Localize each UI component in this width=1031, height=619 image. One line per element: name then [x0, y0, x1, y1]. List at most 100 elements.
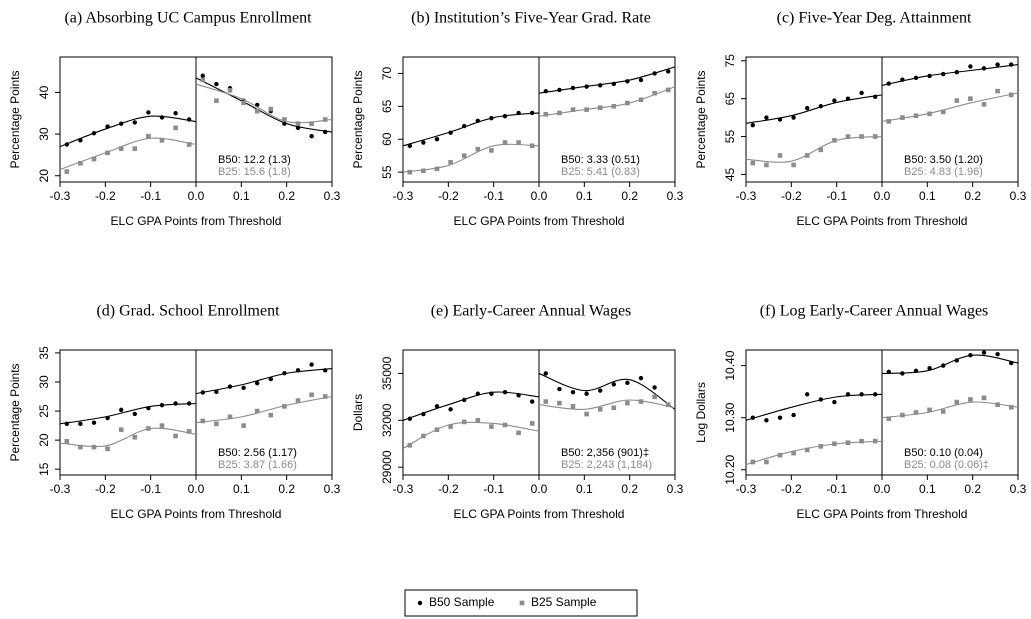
data-point	[214, 98, 219, 104]
y-tick-label: 10.20	[723, 454, 737, 484]
data-point	[764, 459, 769, 465]
data-point	[750, 415, 755, 420]
data-point	[597, 105, 603, 110]
x-tick-label: 0.1	[576, 482, 593, 496]
data-point	[241, 385, 246, 390]
data-point	[927, 111, 932, 117]
data-point	[927, 407, 932, 413]
y-axis-label: Log Dollars	[694, 382, 708, 443]
y-tick-label: 15	[37, 462, 51, 476]
panel-title: (f) Log Early-Career Annual Wages	[760, 303, 989, 320]
data-point	[323, 129, 328, 135]
data-point	[940, 109, 946, 115]
data-point	[516, 140, 521, 145]
data-point	[954, 69, 959, 75]
x-tick-label: 0.1	[919, 482, 936, 496]
data-point	[666, 69, 671, 74]
data-point	[309, 362, 314, 367]
data-point	[818, 397, 823, 402]
legend-label: B50 Sample	[429, 595, 495, 609]
data-point	[407, 443, 413, 448]
legend-marker	[519, 600, 525, 606]
data-point	[159, 138, 165, 143]
annotation: B25: 2,243 (1,184)	[561, 459, 652, 471]
data-point	[777, 153, 783, 158]
fit-curve	[538, 399, 676, 410]
x-tick-label: 0.0	[874, 482, 891, 496]
data-point	[187, 117, 192, 122]
data-point	[652, 71, 657, 76]
x-tick-label: 0.2	[621, 189, 638, 203]
data-point	[598, 388, 603, 393]
data-point	[777, 415, 783, 420]
data-point	[91, 131, 97, 136]
data-point	[652, 394, 657, 400]
data-point	[968, 353, 973, 358]
data-point	[434, 427, 440, 432]
data-point	[611, 382, 616, 387]
x-tick-label: 0.2	[964, 482, 981, 496]
x-tick-label: -0.3	[393, 482, 414, 496]
data-point	[119, 121, 124, 126]
data-point	[995, 62, 1000, 67]
data-point	[638, 97, 644, 103]
data-point	[845, 392, 851, 397]
data-point	[295, 121, 301, 126]
data-point	[186, 429, 192, 434]
data-point	[254, 108, 260, 114]
y-tick-label: 70	[380, 66, 394, 80]
data-point	[186, 142, 192, 147]
data-point	[927, 366, 932, 371]
data-point	[777, 117, 783, 122]
data-point	[448, 159, 453, 165]
y-tick-label: 29000	[380, 450, 394, 484]
data-point	[791, 412, 796, 418]
data-point	[146, 405, 151, 411]
data-point	[543, 399, 549, 404]
data-point	[597, 407, 603, 412]
data-point	[968, 397, 973, 402]
annotation: B50: 0.10 (0.04)	[904, 447, 983, 459]
data-point	[132, 120, 137, 125]
annotation: B25: 4.83 (1.96)	[904, 166, 983, 178]
data-point	[805, 392, 810, 397]
data-point	[214, 421, 219, 427]
annotation: B50: 3.50 (1.20)	[904, 154, 983, 166]
legend-marker	[417, 600, 423, 606]
data-point	[118, 427, 124, 432]
x-tick-label: -0.3	[736, 189, 757, 203]
data-point	[282, 371, 287, 376]
data-point	[570, 107, 576, 112]
x-tick-label: 0.1	[919, 189, 936, 203]
x-tick-label: -0.2	[781, 189, 802, 203]
data-point	[900, 371, 905, 376]
data-point	[78, 444, 83, 450]
data-point	[516, 393, 521, 398]
data-point	[91, 444, 97, 450]
x-tick-label: 0.2	[278, 189, 295, 203]
data-point	[859, 392, 864, 397]
x-axis-label: ELC GPA Points from Threshold	[454, 507, 625, 521]
annotation: B25: 15.6 (1.8)	[218, 166, 291, 178]
data-point	[557, 386, 562, 392]
data-point	[489, 424, 494, 429]
data-point	[421, 168, 426, 174]
data-point	[475, 118, 480, 124]
fit-curve	[195, 395, 333, 424]
x-axis-label: ELC GPA Points from Threshold	[111, 214, 282, 228]
data-point	[529, 143, 535, 149]
y-tick-label: 60	[380, 132, 394, 146]
data-point	[146, 133, 151, 139]
x-tick-label: -0.1	[140, 189, 161, 203]
x-tick-label: 0.3	[1010, 482, 1027, 496]
data-point	[489, 391, 494, 396]
data-point	[652, 90, 657, 96]
data-point	[818, 444, 824, 449]
data-point	[764, 162, 769, 168]
data-point	[791, 162, 796, 168]
x-tick-label: 0.3	[324, 482, 341, 496]
data-point	[227, 384, 233, 389]
y-tick-label: 55	[723, 130, 737, 144]
data-point	[146, 110, 151, 115]
data-point	[407, 143, 412, 149]
